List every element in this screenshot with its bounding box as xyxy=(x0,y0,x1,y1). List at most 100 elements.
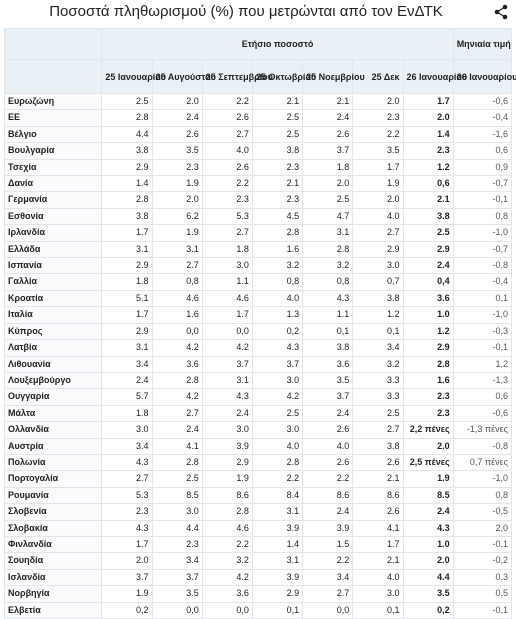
annual-cell: 0,1 xyxy=(352,322,404,341)
annual-cell: 2.3 xyxy=(352,109,404,127)
annual-cell: 4.4 xyxy=(151,519,203,537)
column-header[interactable]: 26 Ιανουαρίου xyxy=(402,59,467,94)
annual-cell: 0,0 xyxy=(302,601,354,619)
annual-cell: 0,0 xyxy=(201,601,253,619)
annual-cell: 3.5 xyxy=(302,371,354,390)
annual-cell: 8.6 xyxy=(352,486,404,505)
latest-annual-cell: 2.3 xyxy=(402,388,454,406)
table-row: Νορβηγία 1.9 3.5 3.6 2.9 2.7 3.0 3.5 0,5 xyxy=(3,585,513,603)
monthly-cell: -1,0 xyxy=(452,224,513,242)
annual-cell: 1.7 xyxy=(101,306,153,324)
monthly-cell: -0,1 xyxy=(452,191,513,209)
country-cell: Ιρλανδία xyxy=(3,224,103,242)
annual-cell: 4.1 xyxy=(352,519,404,537)
annual-cell: 2.8 xyxy=(151,371,203,390)
annual-cell: 2.9 xyxy=(251,585,304,603)
monthly-cell: -0,6 xyxy=(452,404,513,423)
latest-annual-cell: 2,2 πένες xyxy=(402,421,454,439)
column-header[interactable]: 25 Ιανουαρίου xyxy=(101,59,166,94)
country-cell: Λιθουανία xyxy=(3,355,103,373)
country-cell: Εσθονία xyxy=(3,207,103,226)
annual-cell: 3.0 xyxy=(352,585,404,603)
latest-annual-cell: 4.3 xyxy=(402,519,454,537)
annual-cell: 4.2 xyxy=(151,339,203,357)
inflation-table: Ετήσιο ποσοστό Μηνιαία τιμή 25 Ιανουαρίο… xyxy=(3,28,516,619)
column-header[interactable]: 25 Δεκ xyxy=(352,59,404,94)
header-country-column xyxy=(3,59,103,94)
annual-cell: 2.0 xyxy=(352,92,404,111)
annual-cell: 4.3 xyxy=(251,339,304,357)
table-row: Δανία 1.4 1.9 2.2 2.1 2.0 1.9 0,6 -0,7 xyxy=(3,175,513,193)
column-header[interactable]: 25 Νοεμβρίου xyxy=(302,59,365,94)
annual-cell: 3.1 xyxy=(251,552,304,570)
annual-cell: 2.9 xyxy=(352,240,404,259)
annual-cell: 3.6 xyxy=(302,355,354,373)
table-row: Πορτογαλία 2.7 2.5 1.9 2.2 2.2 2.1 1.9 -1,0 xyxy=(3,470,513,488)
latest-annual-cell: 2.0 xyxy=(402,437,454,455)
column-header[interactable]: 26 Ιανουαρίου xyxy=(452,59,516,94)
annual-cell: 0,0 xyxy=(201,322,253,341)
annual-cell: 2.9 xyxy=(101,322,153,341)
latest-annual-cell: 2.9 xyxy=(402,240,454,259)
table-row: Σλοβενία 2.3 3.0 2.8 3.1 2.4 2.6 2.4 -0,5 xyxy=(3,503,513,521)
annual-cell: 2.9 xyxy=(101,257,153,275)
latest-annual-cell: 2.3 xyxy=(402,142,454,160)
monthly-cell: 0,8 xyxy=(452,486,513,505)
annual-cell: 2.0 xyxy=(151,92,203,111)
monthly-cell: -0,3 xyxy=(452,322,513,341)
annual-cell: 3.0 xyxy=(201,257,253,275)
annual-cell: 2.5 xyxy=(101,92,153,111)
annual-cell: 5.3 xyxy=(201,207,253,226)
annual-cell: 8.4 xyxy=(251,486,304,505)
latest-annual-cell: 0,4 xyxy=(402,273,454,291)
annual-cell: 2.7 xyxy=(201,224,253,242)
annual-cell: 3.9 xyxy=(251,519,304,537)
latest-annual-cell: 0,2 xyxy=(402,601,454,619)
latest-annual-cell: 2.3 xyxy=(402,404,454,423)
annual-cell: 4.5 xyxy=(251,207,304,226)
annual-cell: 4.1 xyxy=(151,437,203,455)
country-cell: Πολωνία xyxy=(3,453,103,472)
annual-cell: 4.0 xyxy=(352,568,404,587)
table-row: Σλοβακία 4.3 4.4 4.6 3.9 3.9 4.1 4.3 2,0 xyxy=(3,519,513,537)
annual-cell: 5.1 xyxy=(101,289,153,308)
annual-cell: 3.4 xyxy=(101,355,153,373)
table-row: Ουγγαρία 5.7 4.2 4.3 4.2 3.7 3.3 2.3 0,6 xyxy=(3,388,513,406)
monthly-cell: -0,4 xyxy=(452,273,513,291)
annual-cell: 2.2 xyxy=(251,470,304,488)
annual-cell: 1.3 xyxy=(251,306,304,324)
column-header[interactable]: 25 Οκτωβρίου xyxy=(251,59,316,94)
annual-cell: 4.2 xyxy=(201,568,253,587)
annual-cell: 3.5 xyxy=(151,585,203,603)
annual-cell: 3.1 xyxy=(302,224,354,242)
column-header[interactable]: 25 Σεπτεμβρίου xyxy=(201,59,273,94)
monthly-cell: 2,0 xyxy=(452,519,513,537)
annual-cell: 4.0 xyxy=(352,207,404,226)
table-row: Βέλγιο 4.4 2.6 2.7 2.5 2.6 2.2 1.4 -1,6 xyxy=(3,125,513,144)
annual-cell: 2.2 xyxy=(352,125,404,144)
annual-cell: 2.2 xyxy=(201,175,253,193)
annual-cell: 2.2 xyxy=(302,552,354,570)
monthly-cell: -0,5 xyxy=(452,503,513,521)
annual-cell: 1.8 xyxy=(101,404,153,423)
table-row: Ρουμανία 5.3 8.5 8.6 8.4 8.6 8.6 8.5 0,8 xyxy=(3,486,513,505)
annual-cell: 2.7 xyxy=(151,404,203,423)
monthly-cell: -1,3 xyxy=(452,371,513,390)
annual-cell: 3.8 xyxy=(251,142,304,160)
annual-cell: 3.9 xyxy=(201,437,253,455)
annual-cell: 3.3 xyxy=(352,388,404,406)
column-header[interactable]: 25 Αυγούστου xyxy=(151,59,216,94)
annual-cell: 3.1 xyxy=(151,240,203,259)
annual-cell: 1.9 xyxy=(201,470,253,488)
share-icon[interactable] xyxy=(494,4,508,20)
table-body: Ευρωζώνη 2.5 2.0 2.2 2.1 2.1 2.0 1.7 -0,6 ΕΕ 2.8 2.… xyxy=(3,92,513,619)
monthly-cell: -0,1 xyxy=(452,535,513,554)
latest-annual-cell: 1.4 xyxy=(402,125,454,144)
annual-cell: 0,8 xyxy=(302,273,354,291)
annual-cell: 2.4 xyxy=(302,404,354,423)
monthly-cell: -0,6 xyxy=(452,92,513,111)
annual-cell: 5.7 xyxy=(101,388,153,406)
annual-cell: 2.5 xyxy=(251,109,304,127)
annual-cell: 2.4 xyxy=(302,503,354,521)
annual-cell: 3.8 xyxy=(101,207,153,226)
